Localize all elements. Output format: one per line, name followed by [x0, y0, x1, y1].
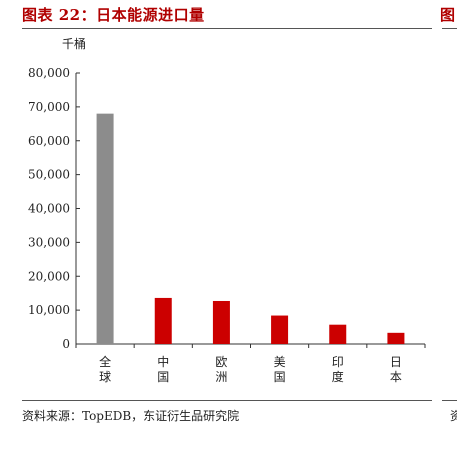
top-divider [22, 28, 432, 29]
x-tick-label: 中国 [157, 354, 169, 384]
y-tick-label: 80,000 [28, 66, 70, 80]
bar-2 [154, 297, 172, 344]
next-chart-title-fragment: 图 [440, 6, 456, 24]
bar-1 [96, 113, 114, 345]
bar-3 [212, 300, 230, 344]
y-tick-label: 50,000 [28, 168, 70, 182]
x-tick-label: 欧洲 [215, 355, 227, 384]
y-tick-label: 30,000 [28, 235, 70, 249]
bottom-divider [22, 400, 432, 401]
y-tick-label: 20,000 [28, 269, 70, 283]
source-note: 资料来源：TopEDB，东证衍生品研究院 [22, 409, 240, 423]
y-tick-label: 40,000 [28, 202, 70, 216]
chart-title: 图表 22：日本能源进口量 [22, 6, 205, 24]
y-axis: 0 10,000 20,000 30,000 40,000 50,000 60,000 70,… [28, 66, 80, 351]
next-source-fragment: 资 [450, 409, 457, 423]
top-divider-next [442, 28, 457, 29]
bar-5 [329, 324, 347, 344]
x-tick-label: 全球 [99, 354, 111, 384]
x-tick-label: 印度 [332, 355, 344, 384]
bars [96, 113, 405, 345]
x-tick-label: 日本 [390, 355, 402, 384]
x-tick-label: 美国 [274, 355, 286, 384]
bottom-divider-next [442, 400, 457, 401]
bar-chart: 千桶 0 10,000 20,000 30,000 40,000 50,000 60,000… [28, 36, 426, 384]
y-tick-label: 60,000 [28, 134, 70, 148]
y-tick-label: 10,000 [28, 303, 70, 317]
x-tick-labels: 全球 中国 欧洲 美国 印度 日本 [99, 354, 402, 384]
bar-4 [271, 315, 289, 344]
x-axis [75, 343, 426, 348]
chart-area: 千桶 0 10,000 20,000 30,000 40,000 50,000 60,000… [0, 30, 457, 400]
unit-label: 千桶 [62, 36, 86, 51]
y-tick-label: 70,000 [28, 100, 70, 114]
bar-6 [387, 332, 405, 344]
y-tick-label: 0 [62, 337, 70, 351]
